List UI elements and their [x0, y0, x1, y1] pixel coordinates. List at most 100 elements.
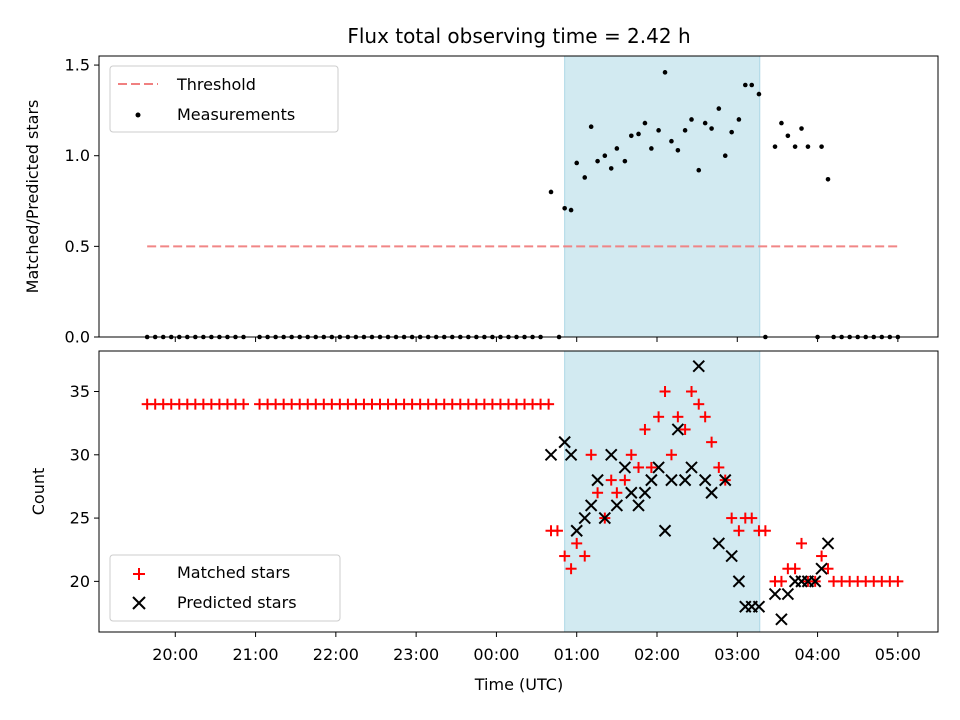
- y-tick-label: 1.0: [65, 146, 90, 165]
- measurement-point: [722, 153, 728, 159]
- observing-window-shade-top: [564, 55, 761, 338]
- matched-star-marker: [672, 411, 684, 423]
- measurement-point: [548, 189, 554, 195]
- x-tick-label: 23:00: [393, 645, 439, 664]
- predicted-star-marker: [578, 511, 591, 525]
- measurement-point: [608, 166, 614, 171]
- matched-star-marker: [789, 563, 801, 575]
- matched-star-marker: [559, 550, 571, 562]
- bottom-panel: 20 25 30 35 20:00 21:00 22:00 23:00 00:00 01:00 0…: [29, 350, 939, 694]
- predicted-star-marker: [775, 613, 788, 626]
- matched-star-marker: [571, 537, 583, 549]
- measurement-point: [749, 82, 755, 88]
- predicted-star-marker: [671, 423, 685, 436]
- measurement-point: [743, 82, 748, 88]
- matched-stars-points: [141, 386, 904, 587]
- y-tick-label: 0.0: [65, 328, 90, 347]
- measurement-point: [636, 131, 641, 137]
- predicted-star-marker: [685, 461, 698, 474]
- measurement-point: [595, 158, 600, 164]
- predicted-star-marker: [544, 448, 558, 461]
- chart-title: Flux total observing time = 2.42 h: [347, 24, 690, 48]
- x-axis-label: Time (UTC): [474, 675, 563, 694]
- predicted-star-marker: [658, 524, 672, 537]
- measurement-point: [689, 117, 694, 122]
- predicted-star-marker: [570, 524, 583, 537]
- matched-star-marker: [726, 512, 738, 524]
- measurement-point: [662, 70, 668, 75]
- predicted-star-marker: [598, 511, 612, 525]
- matched-star-marker: [619, 474, 631, 486]
- x-tick-label: 02:00: [634, 645, 680, 664]
- y-tick-label: 20: [70, 572, 90, 591]
- y-tick-label: 35: [70, 382, 90, 401]
- predicted-star-marker: [698, 473, 712, 487]
- matched-star-marker: [759, 525, 771, 537]
- predicted-star-marker: [665, 473, 678, 487]
- predicted-star-marker: [692, 359, 705, 373]
- matched-star-marker: [611, 487, 623, 499]
- measurement-point: [574, 160, 580, 166]
- matched-star-marker: [585, 449, 597, 461]
- top-legend: Threshold Measurements: [109, 65, 339, 133]
- bottom-axes-frame: [98, 350, 939, 633]
- matched-star-marker: [822, 563, 834, 575]
- measurement-point: [785, 133, 791, 139]
- measurement-point: [669, 138, 674, 144]
- matched-star-marker: [686, 386, 698, 398]
- predicted-star-marker: [712, 537, 726, 550]
- predicted-star-marker: [768, 587, 782, 601]
- measurement-point: [642, 120, 648, 126]
- measurement-point: [772, 144, 778, 149]
- x-tick-label: 22:00: [313, 645, 359, 664]
- measurement-point: [562, 205, 567, 211]
- predicted-star-marker: [815, 562, 828, 575]
- measurement-point: [622, 158, 628, 164]
- matched-star-marker: [746, 512, 758, 524]
- matched-star-marker: [645, 461, 657, 473]
- matched-star-marker: [892, 575, 904, 587]
- legend-measurements-label: Measurements: [177, 105, 295, 124]
- bottom-legend: Matched stars Predicted stars: [109, 554, 341, 622]
- predicted-star-marker: [618, 461, 632, 474]
- predicted-star-marker: [652, 461, 665, 474]
- matched-star-marker: [679, 423, 691, 435]
- predicted-star-marker: [605, 448, 618, 461]
- predicted-star-marker: [732, 575, 746, 588]
- matched-star-marker: [665, 449, 677, 461]
- legend-matched-label: Matched stars: [177, 563, 290, 582]
- matched-star-marker: [238, 398, 250, 410]
- predicted-star-marker: [625, 486, 638, 499]
- measurement-point: [805, 144, 811, 149]
- measurement-point: [799, 126, 804, 131]
- x-tick-label: 05:00: [875, 645, 921, 664]
- x-tick-label: 04:00: [795, 645, 841, 664]
- predicted-star-marker: [678, 473, 692, 487]
- measurement-point: [716, 106, 722, 111]
- predicted-star-marker: [558, 435, 571, 449]
- bottom-y-ticks: 20 25 30 35: [70, 382, 99, 591]
- legend-measurements-swatch: [135, 112, 141, 118]
- matched-star-marker: [693, 398, 705, 410]
- measurement-point: [756, 91, 762, 97]
- measurement-point: [602, 153, 608, 159]
- top-axes-frame: [98, 55, 939, 338]
- predicted-star-marker: [632, 499, 645, 512]
- measurement-point: [629, 133, 634, 139]
- x-tick-label: 03:00: [714, 645, 760, 664]
- matched-star-marker: [816, 550, 828, 562]
- measurement-point: [614, 146, 620, 151]
- measurement-point: [702, 120, 708, 126]
- matched-star-marker: [605, 474, 617, 486]
- measurement-point: [819, 144, 824, 149]
- y-tick-label: 1.5: [65, 56, 90, 75]
- matched-star-marker: [653, 411, 665, 423]
- measurement-point: [792, 144, 798, 149]
- predicted-stars-points: [544, 359, 835, 626]
- measurement-point: [588, 124, 594, 130]
- top-y-ticks: 0.0 0.5 1.0 1.5: [65, 56, 99, 347]
- matched-star-marker: [699, 411, 711, 423]
- matched-star-marker: [659, 386, 671, 398]
- measurement-point: [709, 126, 714, 131]
